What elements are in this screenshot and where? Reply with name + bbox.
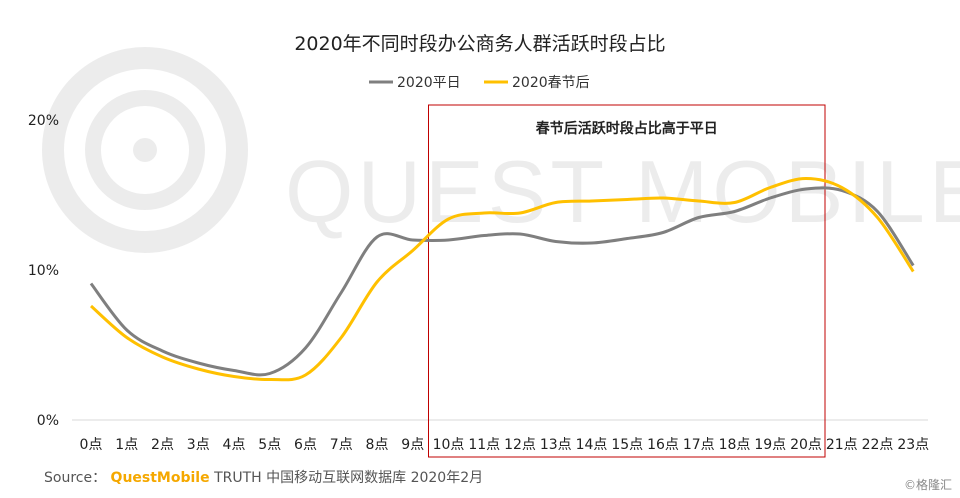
legend: 2020平日 2020春节后 [369, 75, 590, 91]
x-tick-label: 17点 [683, 437, 715, 453]
x-tick-label: 12点 [504, 437, 536, 453]
credit: ©格隆汇 [903, 478, 952, 492]
x-tick-label: 0点 [80, 437, 103, 453]
annotation-text: 春节后活跃时段占比高于平日 [535, 120, 718, 137]
x-tick-label: 8点 [366, 437, 389, 453]
x-tick-label: 10点 [433, 437, 465, 453]
x-tick-label: 13点 [540, 437, 572, 453]
x-tick-label: 2点 [151, 437, 174, 453]
x-tick-label: 21点 [826, 437, 858, 453]
x-tick-label: 11点 [468, 437, 500, 453]
x-tick-label: 5点 [258, 437, 281, 453]
annotation: 春节后活跃时段占比高于平日 [428, 104, 826, 458]
x-tick-label: 3点 [187, 437, 210, 453]
watermark-text: QUEST MOBILE [285, 142, 960, 241]
series-layer [89, 177, 915, 382]
legend-label: 2020春节后 [512, 75, 590, 91]
x-tick-label: 7点 [330, 437, 353, 453]
x-tick-label: 18点 [719, 437, 751, 453]
y-tick-label: 10% [28, 263, 59, 279]
x-tick-label: 22点 [862, 437, 894, 453]
highlight-box [428, 104, 826, 458]
y-tick-label: 20% [28, 113, 59, 129]
y-axis: 0% 10% 20% [28, 113, 59, 429]
y-tick-label: 0% [37, 413, 59, 429]
footer-source: Source： QuestMobile TRUTH 中国移动互联网数据库 202… [44, 467, 483, 487]
x-tick-label: 19点 [754, 437, 786, 453]
brand-name: QuestMobile [110, 470, 210, 486]
legend-label: 2020平日 [397, 75, 461, 91]
x-tick-label: 9点 [401, 437, 424, 453]
x-tick-label: 6点 [294, 437, 317, 453]
x-tick-label: 1点 [115, 437, 138, 453]
series-line-1 [89, 186, 915, 377]
x-tick-label: 4点 [223, 437, 246, 453]
x-tick-label: 16点 [647, 437, 679, 453]
x-tick-label: 20点 [790, 437, 822, 453]
x-tick-label: 15点 [611, 437, 643, 453]
source-text: TRUTH 中国移动互联网数据库 2020年2月 [214, 470, 484, 486]
x-tick-label: 14点 [576, 437, 608, 453]
x-tick-label: 23点 [897, 437, 929, 453]
source-label: Source： [44, 470, 107, 486]
series-line-2 [90, 177, 915, 382]
chart-title: 2020年不同时段办公商务人群活跃时段占比 [294, 33, 665, 55]
x-axis: 0点 1点 2点 3点 4点 5点 6点 7点 8点 9点 10点 11点 12点 13点 14点 15点 16… [72, 419, 929, 453]
